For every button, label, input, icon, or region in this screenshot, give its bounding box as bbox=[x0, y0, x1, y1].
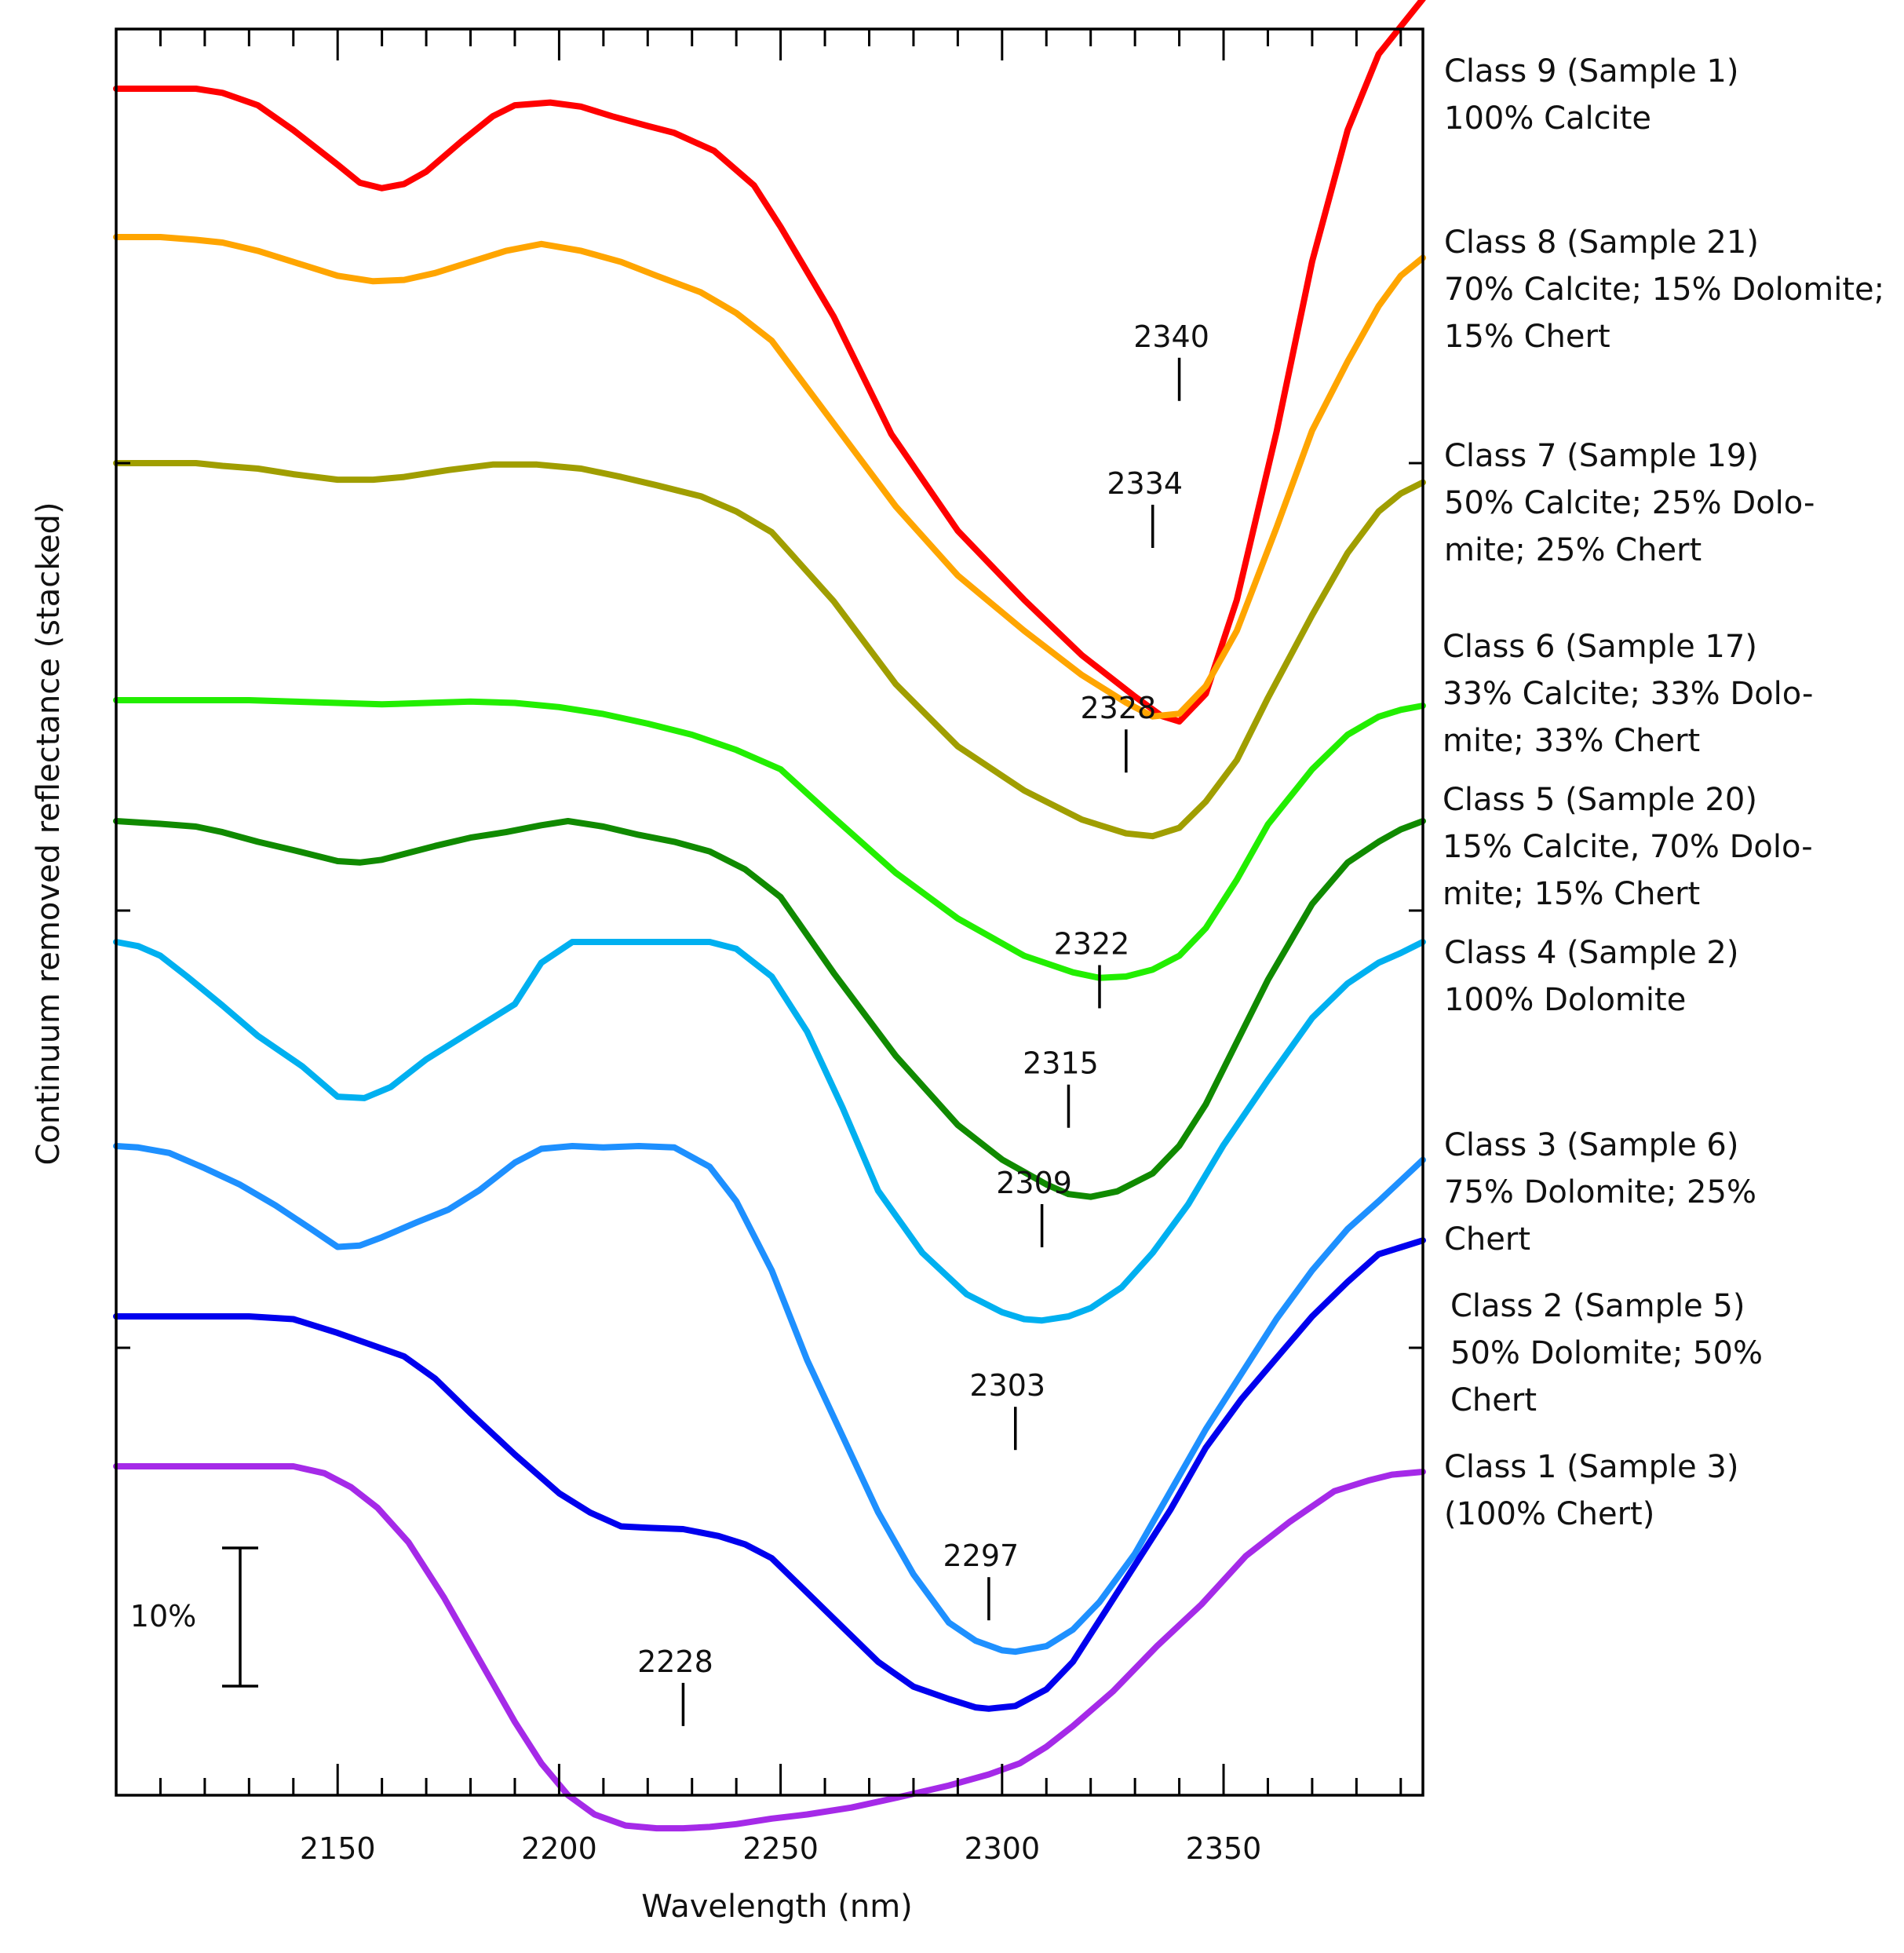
legend-label-class-9-line-2: 100% Calcite bbox=[1444, 100, 1651, 137]
series-line-class-2 bbox=[113, 1237, 1426, 1712]
min-label-class-7: 2328 bbox=[1080, 691, 1156, 725]
legend-label-class-2-line-2: 50% Dolomite; 50% bbox=[1450, 1335, 1763, 1371]
min-label-class-6: 2322 bbox=[1054, 926, 1130, 961]
legend-label-class-9-line-1: Class 9 (Sample 1) bbox=[1444, 53, 1738, 89]
legend-label-class-3-line-1: Class 3 (Sample 6) bbox=[1444, 1127, 1738, 1163]
legend-label-class-3-line-2: 75% Dolomite; 25% bbox=[1444, 1174, 1756, 1210]
min-label-class-1: 2228 bbox=[637, 1645, 713, 1679]
x-tick-label: 2350 bbox=[1186, 1831, 1262, 1866]
legend-label-class-4-line-1: Class 4 (Sample 2) bbox=[1444, 935, 1738, 971]
series-line-class-5 bbox=[113, 818, 1426, 1200]
series-lines bbox=[113, 0, 1426, 1832]
legend-label-class-4-line-2: 100% Dolomite bbox=[1444, 982, 1686, 1018]
series-line-class-7 bbox=[113, 460, 1426, 840]
legend-label-class-8-line-1: Class 8 (Sample 21) bbox=[1444, 225, 1759, 261]
axis-ticks: 2150 2200 2250 2300 2350 bbox=[116, 29, 1423, 1866]
series-line-class-9 bbox=[113, 0, 1426, 725]
x-tick-label: 2200 bbox=[521, 1831, 597, 1866]
x-tick-label: 2150 bbox=[300, 1831, 376, 1866]
plot-frame bbox=[115, 27, 1424, 1797]
legend-label-class-3-line-3: Chert bbox=[1444, 1221, 1530, 1258]
min-label-class-9: 2340 bbox=[1133, 319, 1209, 354]
min-label-class-8: 2334 bbox=[1107, 466, 1183, 501]
legend-label-class-8-line-3: 15% Chert bbox=[1444, 319, 1610, 355]
min-label-class-2: 2297 bbox=[943, 1539, 1019, 1573]
legend-label-class-6-line-2: 33% Calcite; 33% Dolo- bbox=[1443, 676, 1813, 712]
legend-label-class-1-line-2: (100% Chert) bbox=[1444, 1496, 1654, 1532]
series-line-class-6 bbox=[113, 697, 1426, 981]
legend-label-class-6-line-1: Class 6 (Sample 17) bbox=[1443, 629, 1757, 665]
x-tick-label: 2250 bbox=[742, 1831, 819, 1866]
x-axis-title: Wavelength (nm) bbox=[641, 1889, 913, 1925]
legend-labels: Class 9 (Sample 1) 100% Calcite Class 8 (S… bbox=[1443, 53, 1884, 1532]
series-line-class-4 bbox=[113, 939, 1426, 1324]
series-line-class-3 bbox=[113, 1143, 1426, 1655]
legend-label-class-2-line-1: Class 2 (Sample 5) bbox=[1450, 1288, 1745, 1324]
x-tick-label: 2300 bbox=[964, 1831, 1040, 1866]
min-label-class-5: 2315 bbox=[1023, 1046, 1099, 1081]
scale-bar: 10% bbox=[130, 1546, 258, 1688]
legend-label-class-5-line-2: 15% Calcite, 70% Dolo- bbox=[1443, 829, 1813, 865]
legend-label-class-6-line-3: mite; 33% Chert bbox=[1443, 723, 1700, 759]
legend-label-class-7-line-1: Class 7 (Sample 19) bbox=[1444, 438, 1759, 474]
legend-label-class-5-line-3: mite; 15% Chert bbox=[1443, 876, 1700, 912]
legend-label-class-2-line-3: Chert bbox=[1450, 1382, 1537, 1418]
min-label-class-4: 2309 bbox=[996, 1166, 1072, 1200]
legend-label-class-7-line-2: 50% Calcite; 25% Dolo- bbox=[1444, 485, 1815, 521]
series-line-class-8 bbox=[113, 234, 1426, 720]
series-line-class-1 bbox=[113, 1463, 1426, 1832]
legend-label-class-1-line-1: Class 1 (Sample 3) bbox=[1444, 1449, 1738, 1485]
legend-label-class-8-line-2: 70% Calcite; 15% Dolomite; bbox=[1444, 272, 1884, 308]
legend-label-class-7-line-3: mite; 25% Chert bbox=[1444, 532, 1702, 568]
minimum-markers: 2340 2334 2328 2322 2315 2309 2303 2297 2228 bbox=[637, 319, 1209, 1726]
scale-bar-label: 10% bbox=[130, 1599, 196, 1634]
min-label-class-3: 2303 bbox=[969, 1368, 1045, 1403]
legend-label-class-5-line-1: Class 5 (Sample 20) bbox=[1443, 782, 1757, 818]
y-axis-title: Continuum removed reflectance (stacked) bbox=[31, 502, 67, 1165]
